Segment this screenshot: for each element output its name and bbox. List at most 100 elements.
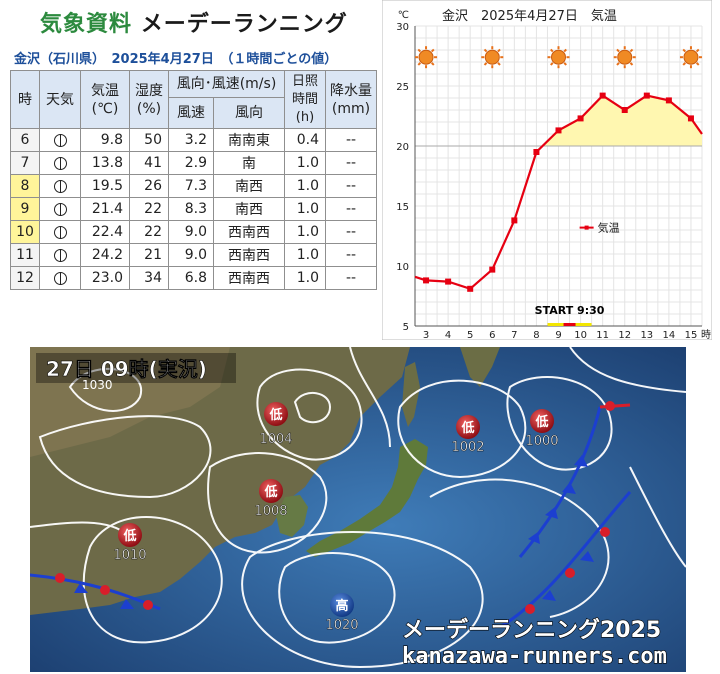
temp-cell: 21.4 (80, 197, 130, 221)
x-tick-label: 6 (489, 330, 495, 340)
isobar-label: 1030 (82, 378, 113, 392)
weather-cell (39, 128, 81, 152)
landmass-korea (276, 495, 308, 537)
x-tick-label: 4 (445, 330, 451, 340)
col-hour: 時 (10, 70, 40, 129)
y-tick-label: 20 (396, 142, 409, 153)
sun-ray (550, 48, 554, 53)
sun-ray (629, 62, 634, 66)
cloudy-weather-icon (53, 225, 67, 239)
y-tick-label: 25 (396, 82, 409, 93)
temperature-point (467, 285, 474, 292)
start-bar-red (563, 323, 576, 326)
temperature-point (665, 97, 672, 104)
temperature-point (511, 217, 518, 224)
weather-cell (39, 174, 81, 198)
sun-ray (563, 62, 567, 66)
pressure-low-1002: 低 1002 (451, 415, 485, 455)
sunshine-cell: 1.0 (284, 197, 326, 221)
wind-speed-cell: 9.0 (168, 220, 214, 244)
temperature-chart: 5 10 15 20 25 30 ℃ 3 4 5 6 7 8 9 10 11 12 13 14 15 時金沢 2025年… (381, 0, 713, 341)
x-tick-label: 13 (640, 330, 653, 340)
table-row: 11 24.2 21 9.0 西南西 1.0 -- (10, 243, 377, 267)
sun-ray (497, 48, 501, 53)
legend-label: 気温 (598, 221, 620, 235)
pressure-low-1010: 低 1010 (113, 523, 147, 563)
front-stationary-south (499, 491, 632, 629)
table-subtitle: 金沢（石川県） 2025年4月27日 （１時間ごとの値） (14, 52, 338, 67)
temperature-point (687, 115, 694, 122)
cloudy-weather-icon (53, 133, 67, 147)
cloudy-weather-icon (53, 179, 67, 193)
landmass-kamchatka (460, 347, 500, 387)
sun-ray (497, 62, 501, 66)
temp-cell: 13.8 (80, 151, 130, 175)
map-title-bg (36, 353, 236, 383)
hour-cell: 7 (10, 151, 40, 175)
wind-dir-cell: 西南西 (213, 266, 285, 290)
front-cold-east (518, 401, 631, 558)
weather-map-svg: 27日 09時(実況) 1030 低 1004 低 1008 低 1010 低 … (30, 347, 686, 672)
x-unit-label: 時 (701, 329, 711, 340)
x-tick-label: 5 (467, 330, 473, 340)
landmass-shade (30, 347, 230, 457)
sun-ray (629, 48, 634, 53)
x-tick-label: 9 (555, 330, 561, 340)
sun-ray (550, 62, 554, 66)
sunshine-cell: 1.0 (284, 220, 326, 244)
sun-ray (682, 48, 687, 53)
x-tick-label: 10 (574, 330, 587, 340)
wind-dir-cell: 南 (213, 151, 285, 175)
sunshine-cell: 1.0 (284, 174, 326, 198)
col-wind-speed: 風速 (168, 97, 214, 129)
weather-table: 時 天気 気温 (℃) 湿度 (%) 風向･風速(m/s) 日照 時間 (h) … (10, 70, 377, 290)
precip-cell: -- (325, 128, 377, 152)
y-tick-label: 30 (396, 22, 409, 33)
wind-speed-cell: 2.9 (168, 151, 214, 175)
sun-ray (417, 62, 422, 66)
svg-text:高: 高 (335, 598, 348, 614)
hour-cell: 6 (10, 128, 40, 152)
wind-dir-cell: 南西 (213, 197, 285, 221)
temp-cell: 23.0 (80, 266, 130, 290)
wind-speed-cell: 7.3 (168, 174, 214, 198)
col-wind-group: 風向･風速(m/s) (168, 70, 285, 98)
pressure-low-1000: 低 1000 (525, 409, 559, 449)
temperature-point (555, 127, 562, 134)
weather-map: 27日 09時(実況) 1030 低 1004 低 1008 低 1010 低 … (30, 347, 686, 672)
temperature-point (577, 115, 584, 122)
temperature-point (599, 92, 606, 99)
sun-icon (551, 49, 566, 65)
cloudy-weather-icon (53, 271, 67, 285)
legend-marker (584, 225, 589, 230)
sunshine-cell: 1.0 (284, 151, 326, 175)
map-caption-url: kanazawa-runners.com (402, 644, 667, 669)
x-tick-label: 14 (663, 330, 676, 340)
sun-ray (417, 48, 422, 53)
y-tick-label: 15 (396, 202, 409, 213)
temperature-point (621, 107, 628, 113)
sunshine-cell: 1.0 (284, 243, 326, 267)
sun-icon (418, 49, 434, 65)
svg-text:低: 低 (122, 528, 136, 544)
weather-cell (39, 151, 81, 175)
cloudy-weather-icon (53, 202, 67, 216)
table-row: 12 23.0 34 6.8 西南西 1.0 -- (10, 266, 377, 290)
humidity-cell: 50 (129, 128, 169, 152)
start-label: START 9:30 (535, 304, 605, 317)
svg-text:低: 低 (534, 414, 548, 430)
table-row: 7 13.8 41 2.9 南 1.0 -- (10, 151, 377, 175)
hour-cell: 10 (10, 220, 40, 244)
front-stationary-west (30, 573, 161, 611)
pressure-low-1004: 低 1004 (259, 402, 293, 447)
humidity-cell: 34 (129, 266, 169, 290)
hour-cell: 11 (10, 243, 40, 267)
sun-icon (683, 49, 699, 65)
sun-ray (616, 48, 620, 53)
precip-cell: -- (325, 243, 377, 267)
x-tick-label: 11 (596, 330, 609, 340)
svg-text:1010: 1010 (113, 548, 146, 563)
x-tick-label: 3 (423, 330, 429, 340)
weather-cell (39, 243, 81, 267)
